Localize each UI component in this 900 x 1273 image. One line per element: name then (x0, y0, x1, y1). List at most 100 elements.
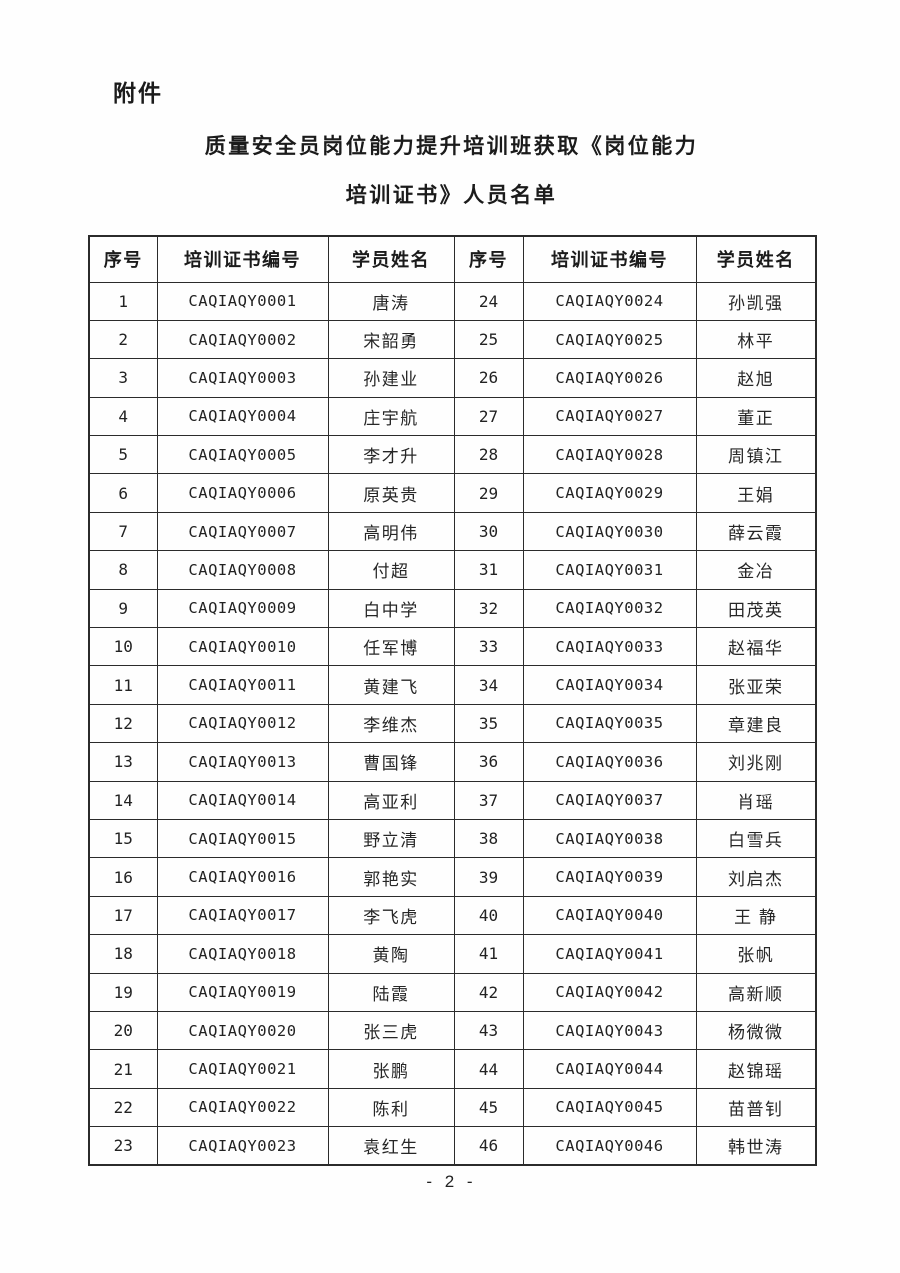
cell-seq-right: 24 (453, 281, 524, 321)
cell-seq-right: 35 (453, 703, 524, 744)
cell-name-right: 韩世涛 (695, 1126, 817, 1166)
table-row: 22 CAQIAQY0022 陈利 45 CAQIAQY0045 苗普钊 (88, 1087, 817, 1128)
document-title-line2: 培训证书》人员名单 (345, 184, 558, 207)
cell-name-right: 孙凯强 (695, 281, 817, 321)
cell-name-right: 章建良 (695, 703, 817, 744)
cell-seq-left: 20 (88, 1010, 158, 1051)
cell-cert-right: CAQIAQY0031 (522, 550, 697, 590)
cell-seq-left: 1 (88, 281, 158, 321)
table-row: 19 CAQIAQY0019 陆霞 42 CAQIAQY0042 高新顺 (88, 972, 817, 1012)
cell-cert-left: CAQIAQY0016 (156, 857, 329, 897)
table-row: 10 CAQIAQY0010 任军博 33 CAQIAQY0033 赵福华 (88, 627, 817, 667)
cell-seq-right: 43 (453, 1010, 524, 1051)
cell-seq-left: 23 (88, 1126, 158, 1166)
cell-seq-right: 31 (453, 550, 524, 590)
cell-name-left: 高亚利 (327, 780, 455, 820)
cell-name-right: 杨微微 (695, 1010, 817, 1051)
cell-cert-right: CAQIAQY0027 (522, 396, 697, 437)
table-row: 23 CAQIAQY0023 袁红生 46 CAQIAQY0046 韩世涛 (88, 1126, 817, 1166)
header-name-right: 学员姓名 (695, 235, 817, 283)
cell-cert-left: CAQIAQY0021 (156, 1049, 329, 1089)
cell-cert-right: CAQIAQY0032 (522, 588, 697, 629)
cell-cert-left: CAQIAQY0023 (156, 1126, 329, 1166)
page-number: - 2 - (426, 1172, 477, 1191)
cell-cert-right: CAQIAQY0039 (522, 857, 697, 897)
cell-name-left: 张三虎 (327, 1010, 455, 1051)
roster-table: 序号 培训证书编号 学员姓名 序号 培训证书编号 学员姓名 1 CAQIAQY00… (88, 235, 817, 1166)
cell-cert-left: CAQIAQY0015 (156, 818, 329, 859)
cell-name-left: 原英贵 (327, 473, 455, 513)
cell-cert-left: CAQIAQY0004 (156, 396, 329, 437)
table-row: 9 CAQIAQY0009 白中学 32 CAQIAQY0032 田茂英 (88, 588, 817, 629)
cell-cert-right: CAQIAQY0043 (522, 1010, 697, 1051)
header-cert-left: 培训证书编号 (156, 235, 329, 283)
cell-seq-right: 39 (453, 857, 524, 897)
cell-name-right: 张帆 (695, 934, 817, 974)
cell-name-right: 金冶 (695, 550, 817, 590)
cell-name-right: 赵锦瑶 (695, 1049, 817, 1089)
cell-cert-left: CAQIAQY0007 (156, 511, 329, 552)
cell-cert-right: CAQIAQY0036 (522, 742, 697, 782)
cell-seq-left: 15 (88, 818, 158, 859)
cell-seq-right: 38 (453, 818, 524, 859)
cell-cert-right: CAQIAQY0030 (522, 511, 697, 552)
cell-cert-right: CAQIAQY0045 (522, 1087, 697, 1128)
cell-cert-left: CAQIAQY0014 (156, 780, 329, 820)
cell-cert-right: CAQIAQY0046 (522, 1126, 697, 1166)
cell-name-left: 袁红生 (327, 1126, 455, 1166)
cell-name-right: 薛云霞 (695, 511, 817, 552)
cell-cert-left: CAQIAQY0009 (156, 588, 329, 629)
cell-seq-left: 2 (88, 319, 158, 360)
cell-name-right: 林平 (695, 319, 817, 360)
cell-name-left: 黄陶 (327, 934, 455, 974)
cell-cert-left: CAQIAQY0001 (156, 281, 329, 321)
cell-name-left: 白中学 (327, 588, 455, 629)
cell-name-left: 宋韶勇 (327, 319, 455, 360)
table-row: 1 CAQIAQY0001 唐涛 24 CAQIAQY0024 孙凯强 (88, 281, 817, 321)
header-cert-right: 培训证书编号 (522, 235, 697, 283)
cell-name-left: 庄宇航 (327, 396, 455, 437)
header-seq-right: 序号 (453, 235, 524, 283)
cell-cert-left: CAQIAQY0020 (156, 1010, 329, 1051)
table-row: 14 CAQIAQY0014 高亚利 37 CAQIAQY0037 肖瑶 (88, 780, 817, 820)
cell-seq-left: 18 (88, 934, 158, 974)
cell-cert-right: CAQIAQY0024 (522, 281, 697, 321)
table-row: 2 CAQIAQY0002 宋韶勇 25 CAQIAQY0025 林平 (88, 319, 817, 360)
table-row: 13 CAQIAQY0013 曹国锋 36 CAQIAQY0036 刘兆刚 (88, 742, 817, 782)
cell-cert-left: CAQIAQY0011 (156, 665, 329, 705)
table-row: 17 CAQIAQY0017 李飞虎 40 CAQIAQY0040 王 静 (88, 895, 817, 936)
cell-name-left: 李才升 (327, 435, 455, 475)
cell-cert-right: CAQIAQY0025 (522, 319, 697, 360)
cell-cert-left: CAQIAQY0019 (156, 972, 329, 1012)
cell-name-right: 苗普钊 (695, 1087, 817, 1128)
cell-seq-right: 42 (453, 972, 524, 1012)
table-row: 11 CAQIAQY0011 黄建飞 34 CAQIAQY0034 张亚荣 (88, 665, 817, 705)
cell-seq-left: 21 (88, 1049, 158, 1089)
cell-cert-right: CAQIAQY0041 (522, 934, 697, 974)
table-header-row: 序号 培训证书编号 学员姓名 序号 培训证书编号 学员姓名 (88, 235, 817, 283)
cell-cert-right: CAQIAQY0026 (522, 358, 697, 398)
cell-name-left: 郭艳实 (327, 857, 455, 897)
cell-name-right: 王娟 (695, 473, 817, 513)
cell-seq-right: 44 (453, 1049, 524, 1089)
cell-cert-right: CAQIAQY0042 (522, 972, 697, 1012)
cell-name-left: 陈利 (327, 1087, 455, 1128)
document-title-line1: 质量安全员岗位能力提升培训班获取《岗位能力 (204, 135, 699, 158)
cell-seq-right: 27 (453, 396, 524, 437)
cell-cert-left: CAQIAQY0002 (156, 319, 329, 360)
table-row: 8 CAQIAQY0008 付超 31 CAQIAQY0031 金冶 (88, 550, 817, 590)
cell-seq-right: 40 (453, 895, 524, 936)
cell-name-right: 高新顺 (695, 972, 817, 1012)
cell-seq-left: 14 (88, 780, 158, 820)
cell-name-left: 黄建飞 (327, 665, 455, 705)
table-row: 6 CAQIAQY0006 原英贵 29 CAQIAQY0029 王娟 (88, 473, 817, 513)
cell-cert-right: CAQIAQY0033 (522, 627, 697, 667)
table-row: 20 CAQIAQY0020 张三虎 43 CAQIAQY0043 杨微微 (88, 1010, 817, 1051)
cell-name-right: 田茂英 (695, 588, 817, 629)
cell-seq-left: 8 (88, 550, 158, 590)
cell-seq-right: 26 (453, 358, 524, 398)
cell-name-left: 唐涛 (327, 281, 455, 321)
cell-name-left: 张鹏 (327, 1049, 455, 1089)
cell-seq-right: 30 (453, 511, 524, 552)
cell-cert-right: CAQIAQY0040 (522, 895, 697, 936)
